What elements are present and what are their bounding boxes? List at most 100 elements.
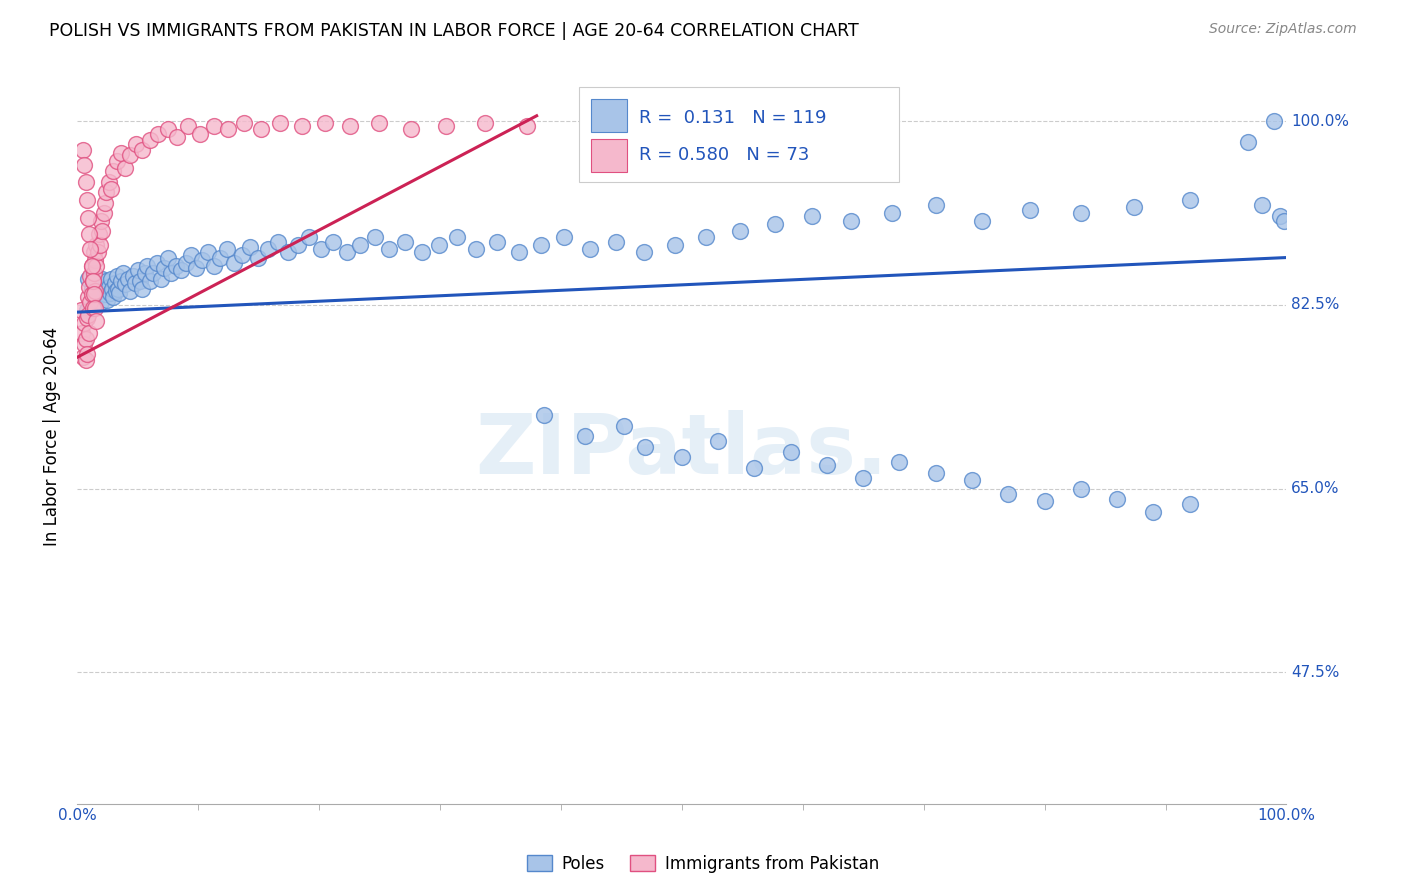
Text: R = 0.580   N = 73: R = 0.580 N = 73 <box>640 145 810 164</box>
Point <box>399 122 422 136</box>
Point <box>136 259 159 273</box>
Point <box>76 347 98 361</box>
Point <box>224 256 246 270</box>
Point <box>97 280 120 294</box>
Point <box>664 238 686 252</box>
Point <box>117 271 139 285</box>
Point <box>247 251 270 265</box>
Point <box>114 277 136 291</box>
Point <box>269 116 291 130</box>
Point <box>80 282 103 296</box>
Point <box>80 259 103 273</box>
Point <box>1019 203 1042 218</box>
Point <box>190 252 212 267</box>
Point <box>446 229 468 244</box>
Point <box>1070 206 1092 220</box>
Point <box>217 122 239 136</box>
Point <box>86 293 108 307</box>
Point <box>82 274 104 288</box>
Point <box>93 206 115 220</box>
Point <box>69 303 91 318</box>
Point <box>553 229 575 244</box>
Point <box>322 235 344 249</box>
Point <box>110 145 132 160</box>
Point <box>291 120 314 134</box>
Point <box>84 284 107 298</box>
Point <box>613 418 636 433</box>
Point <box>180 248 202 262</box>
Point <box>427 238 450 252</box>
Point <box>70 326 93 340</box>
Point <box>1178 193 1201 207</box>
Point <box>108 286 131 301</box>
Point <box>231 248 253 262</box>
Point <box>103 164 125 178</box>
Point <box>1070 482 1092 496</box>
Point <box>156 251 179 265</box>
Point <box>276 245 298 260</box>
FancyBboxPatch shape <box>579 87 900 183</box>
Point <box>82 298 104 312</box>
Point <box>1251 198 1274 212</box>
Point <box>94 196 117 211</box>
Point <box>363 229 385 244</box>
Point <box>114 161 136 176</box>
Point <box>129 274 152 288</box>
Point <box>72 144 94 158</box>
Point <box>142 266 165 280</box>
Point <box>1263 114 1285 128</box>
Point <box>84 252 107 267</box>
Point <box>76 303 98 318</box>
Point <box>82 301 104 315</box>
Point <box>533 408 555 422</box>
Point <box>77 280 100 294</box>
Point <box>257 242 280 256</box>
Legend: Poles, Immigrants from Pakistan: Poles, Immigrants from Pakistan <box>520 848 886 880</box>
Text: 100.0%: 100.0% <box>1291 113 1350 128</box>
Point <box>112 266 135 280</box>
Point <box>815 458 838 473</box>
Point <box>83 266 105 280</box>
Point <box>1270 209 1292 223</box>
Text: 65.0%: 65.0% <box>1291 481 1340 496</box>
Point <box>250 122 273 136</box>
Point <box>156 122 179 136</box>
Point <box>100 271 122 285</box>
Point <box>215 242 238 256</box>
Point <box>120 284 142 298</box>
Point <box>84 301 107 315</box>
Point <box>79 294 101 309</box>
FancyBboxPatch shape <box>591 99 627 133</box>
Point <box>73 316 96 330</box>
FancyBboxPatch shape <box>591 139 627 172</box>
Text: Source: ZipAtlas.com: Source: ZipAtlas.com <box>1209 22 1357 37</box>
Point <box>925 198 948 212</box>
Point <box>889 455 911 469</box>
Point <box>124 276 146 290</box>
Point <box>75 175 97 189</box>
Point <box>77 308 100 322</box>
Point <box>91 224 114 238</box>
Point <box>605 235 627 249</box>
Point <box>79 242 101 256</box>
Point <box>104 284 127 298</box>
Point <box>170 263 193 277</box>
Point <box>84 284 107 298</box>
Point <box>267 235 290 249</box>
Point <box>138 274 160 288</box>
Point <box>127 263 149 277</box>
Point <box>287 238 309 252</box>
Point <box>87 227 110 242</box>
Point <box>90 214 112 228</box>
Point <box>728 224 751 238</box>
Point <box>93 282 115 296</box>
Point <box>121 269 143 284</box>
Point <box>801 209 824 223</box>
Point <box>105 269 128 284</box>
Point <box>516 120 538 134</box>
Point <box>107 282 129 296</box>
Point <box>77 271 100 285</box>
Point <box>960 473 983 487</box>
Point <box>311 242 333 256</box>
Point <box>378 242 401 256</box>
